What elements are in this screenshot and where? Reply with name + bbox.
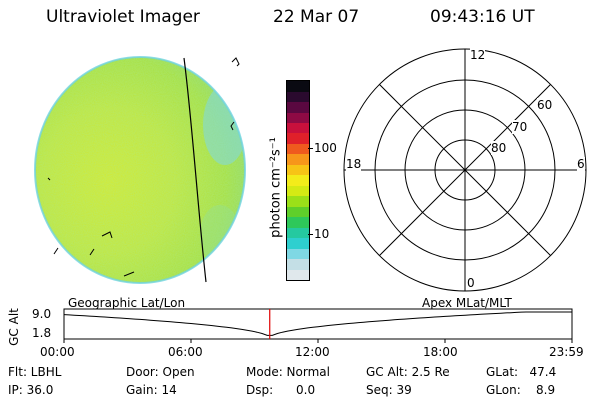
info-dsp: Dsp: 0.0 xyxy=(246,383,316,397)
info-mode: Mode: Normal xyxy=(246,365,330,379)
colorbar-band xyxy=(287,112,309,123)
colorbar-band xyxy=(287,143,309,155)
app-title: Ultraviolet Imager xyxy=(46,7,200,27)
timeline-xtick-0600: 06:00 xyxy=(168,345,203,359)
polar-lat-80: 80 xyxy=(491,141,507,155)
polar-label-12: 12 xyxy=(470,48,486,62)
colorbar-unit-label: photon cm⁻²s⁻¹ xyxy=(268,137,284,238)
colorbar-band xyxy=(287,102,309,113)
colorbar-tick-100: 100 xyxy=(314,141,337,155)
info-seq: Seq: 39 xyxy=(366,383,412,397)
time-label: 09:43:16 UT xyxy=(430,7,535,27)
colorbar-band xyxy=(287,248,309,260)
info-ip: IP: 36.0 xyxy=(8,383,54,397)
colorbar-tickmark xyxy=(308,148,313,149)
colorbar-band xyxy=(287,133,309,144)
info-filter: Flt: LBHL xyxy=(8,365,62,379)
colorbar-band xyxy=(287,175,309,186)
polar-label-18: 18 xyxy=(346,157,362,171)
info-glon: GLon: 8.9 xyxy=(486,383,556,397)
timeline-xtick-1800: 18:00 xyxy=(423,345,458,359)
terminator-line xyxy=(183,57,207,283)
timeline-xtick-0000: 00:00 xyxy=(40,345,75,359)
colorbar-band xyxy=(287,206,309,218)
colorbar-band xyxy=(287,91,309,103)
colorbar-band xyxy=(287,227,309,239)
date-label: 22 Mar 07 xyxy=(273,7,360,27)
colorbar-band xyxy=(287,185,309,197)
timeline-ytick-high: 9.0 xyxy=(32,307,52,321)
info-glat: GLat: 47.4 xyxy=(486,365,557,379)
timeline-ylabel: GC Alt xyxy=(7,308,21,346)
altitude-curve xyxy=(63,311,572,336)
timeline-ytick-low: 1.8 xyxy=(32,326,52,340)
polar-lat-60: 60 xyxy=(537,98,553,112)
colorbar-tickmark xyxy=(308,234,313,235)
colorbar-band xyxy=(287,217,309,228)
colorbar-tick-10: 10 xyxy=(314,227,330,241)
colorbar-band xyxy=(287,154,309,165)
info-gc-alt: GC Alt: 2.5 Re xyxy=(366,365,450,379)
polar-diagonal xyxy=(379,84,551,256)
polar-label-0: 0 xyxy=(467,276,475,290)
polar-lat-70: 70 xyxy=(512,120,528,134)
colorbar-band xyxy=(287,196,309,207)
info-door: Door: Open xyxy=(126,365,195,379)
colorbar-band xyxy=(287,122,309,134)
timeline-right-label: Apex MLat/MLT xyxy=(422,296,512,310)
timeline-left-label: Geographic Lat/Lon xyxy=(68,296,186,310)
info-gain: Gain: 14 xyxy=(126,383,177,397)
uv-earth-image xyxy=(34,56,246,284)
colorbar-band xyxy=(287,164,309,176)
timeline-plot xyxy=(63,308,573,343)
colorbar-band xyxy=(287,238,309,249)
colorbar-band xyxy=(287,259,309,270)
colorbar xyxy=(286,80,310,281)
polar-label-6: 6 xyxy=(577,157,585,171)
colorbar-band xyxy=(287,81,309,92)
timeline-xtick-1200: 12:00 xyxy=(295,345,330,359)
timeline-xtick-2359: 23:59 xyxy=(549,345,584,359)
colorbar-band xyxy=(287,269,309,280)
polar-mlt-plot xyxy=(343,48,587,292)
